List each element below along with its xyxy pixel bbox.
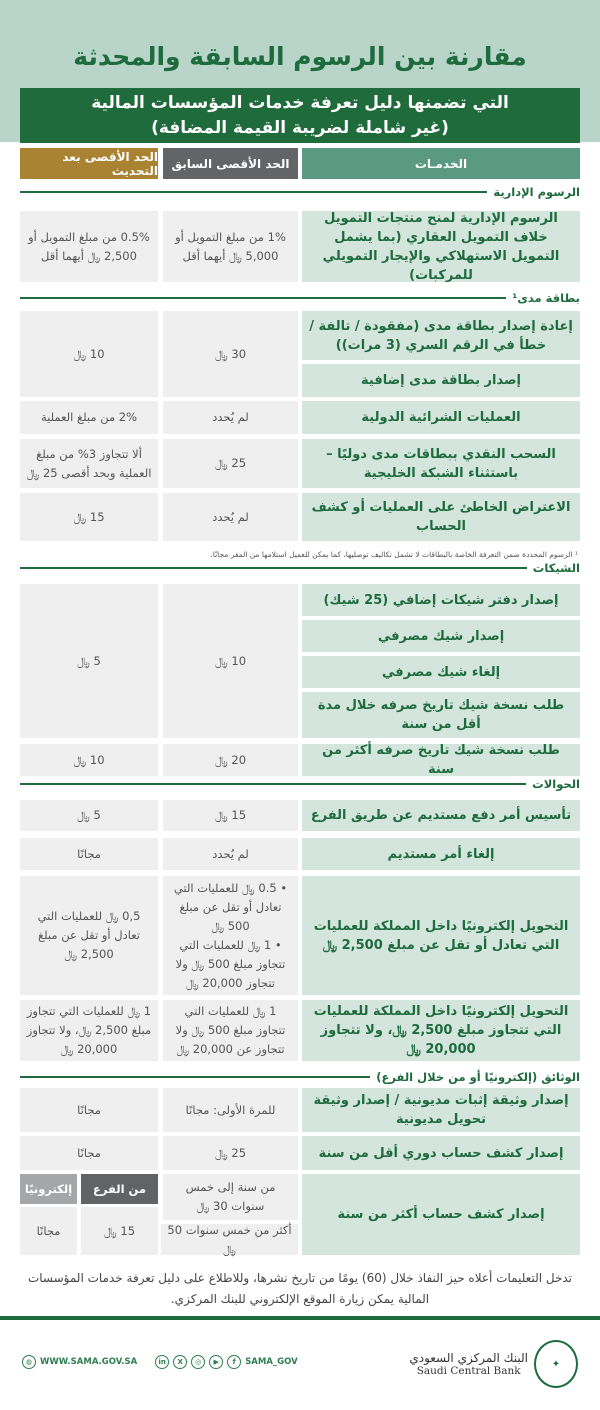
section-heading: الحوالات [20, 775, 580, 793]
branch-value: 15 ﷼ [81, 1207, 158, 1255]
updated-cell: 15 ﷼ [20, 493, 158, 541]
section-title: الرسوم الإدارية [493, 185, 580, 199]
x-icon[interactable]: X [173, 1355, 188, 1369]
bank-logo: البنك المركزي السعودي Saudi Central Bank… [409, 1340, 578, 1388]
updated-cell: مجانًا [20, 838, 158, 870]
service-cell: الاعتراض الخاطئ على العمليات أو كشف الحس… [302, 493, 580, 541]
online-value: مجانًا [20, 1207, 77, 1255]
previous-cell: 15 ﷼ [163, 800, 298, 831]
previous-cell: 20 ﷼ [163, 744, 298, 776]
subtitle-line-2: (غير شاملة لضريبة القيمة المضافة) [151, 118, 449, 138]
header-services: الخدمـات [302, 148, 580, 179]
social-handle[interactable]: SAMA_GOV [245, 1357, 298, 1367]
section-rule [20, 1076, 371, 1078]
youtube-icon[interactable]: ▶ [209, 1355, 224, 1369]
section-rule [20, 191, 488, 193]
service-cell: إلغاء أمر مستديم [302, 838, 580, 870]
divider [0, 1316, 600, 1320]
service-cell: إلغاء شيك مصرفي [302, 656, 580, 688]
previous-cell: 1% من مبلغ التمويل أو 5,000 ﷼ أيهما أقل [163, 211, 298, 282]
section-title: الحوالات [532, 777, 580, 791]
previous-cell: 25 ﷼ [163, 439, 298, 488]
previous-cell: أكثر من خمس سنوات 50 ﷼ [161, 1223, 298, 1256]
updated-cell: 2% من مبلغ العملية [20, 401, 158, 434]
previous-cell: 25 ﷼ [163, 1136, 298, 1170]
service-cell: طلب نسخة شيك تاريخ صرفه خلال مدة أقل من … [302, 692, 580, 738]
facebook-icon[interactable]: f [227, 1355, 242, 1369]
mada-footnote: ¹ الرسوم المحددة ضمن التعرفة الخاصة بالب… [210, 550, 578, 559]
service-cell: إصدار وثيقة إثبات مديونية / إصدار وثيقة … [302, 1088, 580, 1132]
subtitle-band: التي تضمنها دليل تعرفة خدمات المؤسسات ال… [20, 88, 580, 143]
instagram-icon[interactable]: ◎ [191, 1355, 206, 1369]
bank-seal-icon: ✦ [534, 1340, 578, 1388]
service-cell: الرسوم الإدارية لمنح منتجات التمويل خلاف… [302, 211, 580, 283]
previous-cell: 10 ﷼ [163, 584, 298, 738]
updated-cell: 5 ﷼ [20, 584, 158, 738]
header-previous: الحد الأقصى السابق [163, 148, 298, 179]
bank-name-ar: البنك المركزي السعودي [409, 1351, 528, 1365]
previous-cell: من سنة إلى خمس سنوات 30 ﷼ [163, 1174, 298, 1220]
updated-cell: 5 ﷼ [20, 800, 158, 831]
section-title: الوثائق (إلكترونيًا أو من خلال الفرع) [376, 1070, 580, 1084]
bank-name-en: Saudi Central Bank [416, 1365, 521, 1377]
page-title: مقارنة بين الرسوم السابقة والمحدثة [73, 42, 527, 71]
header-updated: الحد الأقصى بعد التحديث [20, 148, 158, 179]
updated-cell: 0.5% من مبلغ التمويل أو 2,500 ﷼ أيهما أق… [20, 211, 158, 282]
subtitle-line-1: التي تضمنها دليل تعرفة خدمات المؤسسات ال… [91, 93, 509, 113]
updated-cell: ألا تتجاوز 3% من مبلغ العملية وبحد أقصى … [20, 439, 158, 488]
online-subheader: إلكترونيًا [20, 1174, 77, 1204]
service-cell: إصدار شيك مصرفي [302, 620, 580, 652]
section-heading: بطاقة مدى¹ [20, 289, 580, 307]
section-rule [20, 567, 527, 569]
branch-subheader: من الفرع [81, 1174, 158, 1204]
updated-cell: مجانًا [20, 1136, 158, 1170]
globe-icon: ◍ [22, 1355, 36, 1369]
updated-cell: مجانًا [20, 1088, 158, 1132]
effective-note: تدخل التعليمات أعلاه حيز النفاذ خلال (60… [27, 1271, 573, 1306]
service-cell: إصدار دفتر شيكات إضافي (25 شيك) [302, 584, 580, 616]
section-title: بطاقة مدى¹ [512, 291, 580, 305]
updated-cell: 1 ﷼ للعمليات التي تتجاوز مبلغ 2,500 ﷼، و… [20, 1000, 158, 1061]
service-cell: إعادة إصدار بطاقة مدى (مفقودة / تالفة / … [302, 311, 580, 360]
bullet-item: • 0.5 ﷼ للعمليات التي تعادل أو تقل عن مب… [173, 880, 288, 933]
section-heading: الشيكات [20, 559, 580, 577]
linkedin-icon[interactable]: in [155, 1355, 170, 1369]
footer-links: ◍ WWW.SAMA.GOV.SA in X ◎ ▶ f SAMA_GOV [22, 1355, 298, 1369]
updated-cell: 0,5 ﷼ للعمليات التي تعادل أو تقل عن مبلغ… [20, 876, 158, 995]
service-cell: التحويل إلكترونيًا داخل المملكة للعمليات… [302, 876, 580, 995]
previous-cell: • 0.5 ﷼ للعمليات التي تعادل أو تقل عن مب… [163, 876, 298, 995]
previous-cell: 30 ﷼ [163, 311, 298, 397]
section-heading: الرسوم الإدارية [20, 183, 580, 201]
previous-cell: 1 ﷼ للعمليات التي تتجاوز مبلغ 500 ﷼ ولا … [163, 1000, 298, 1061]
updated-cell: 10 ﷼ [20, 311, 158, 397]
service-cell: إصدار كشف حساب دوري أقل من سنة [302, 1136, 580, 1170]
previous-cell: لم يُحدد [163, 838, 298, 870]
service-cell: التحويل إلكترونيًا داخل المملكة للعمليات… [302, 1000, 580, 1061]
service-cell: إصدار بطاقة مدى إضافية [302, 364, 580, 397]
website-link[interactable]: WWW.SAMA.GOV.SA [40, 1357, 138, 1367]
bullet-item: • 1 ﷼ للعمليات التي تتجاوز مبلغ 500 ﷼ ول… [175, 937, 286, 990]
previous-cell: لم يُحدد [163, 401, 298, 434]
previous-cell: للمرة الأولى: مجانًا [163, 1088, 298, 1132]
service-cell: طلب نسخة شيك تاريخ صرفه أكثر من سنة [302, 743, 580, 777]
service-cell: تأسيس أمر دفع مستديم عن طريق الفرع [302, 800, 580, 831]
section-rule [20, 297, 507, 299]
updated-cell: 10 ﷼ [20, 744, 158, 776]
service-cell: العمليات الشرائية الدولية [302, 401, 580, 434]
section-heading: الوثائق (إلكترونيًا أو من خلال الفرع) [20, 1068, 580, 1086]
service-cell: إصدار كشف حساب أكثر من سنة [302, 1174, 580, 1255]
section-title: الشيكات [532, 561, 580, 575]
previous-cell: لم يُحدد [163, 493, 298, 541]
section-rule [20, 783, 527, 785]
service-cell: السحب النقدي ببطاقات مدى دوليًا – باستثن… [302, 439, 580, 488]
